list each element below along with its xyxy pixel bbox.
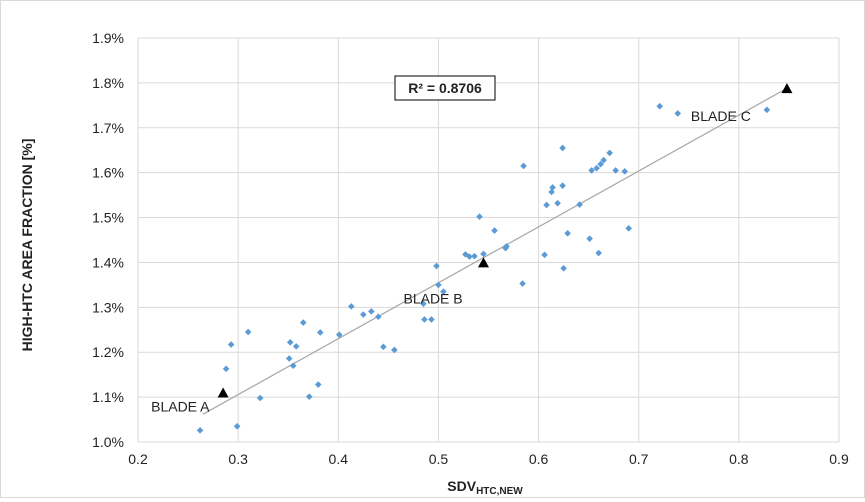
y-tick-label: 1.7% [92,120,124,136]
data-point [299,319,307,326]
x-tick-label: 0.9 [829,451,849,467]
data-point [600,156,607,164]
data-point [244,328,252,336]
x-tick-label: 0.7 [629,451,649,467]
y-tick-label: 1.5% [92,210,124,226]
data-point [196,427,204,434]
blade-marker [477,257,489,268]
data-point [433,262,440,270]
r2-annotation-box [394,75,496,101]
data-point [360,311,367,318]
data-point [286,339,294,346]
data-point [233,422,241,430]
data-point [491,227,498,234]
data-point [586,235,593,242]
blade-marker [781,83,793,94]
data-point [305,393,313,400]
data-point [428,316,435,323]
y-tick-label: 1.0% [92,434,124,450]
x-tick-label: 0.3 [228,451,248,467]
data-point [560,264,567,272]
data-point [375,313,382,321]
y-tick-label: 1.8% [92,75,124,91]
y-tick-label: 1.2% [92,344,124,360]
x-tick-label: 0.6 [529,451,549,467]
data-point [597,160,604,168]
data-point [314,381,322,388]
data-point [541,251,548,259]
y-tick-label: 1.3% [92,299,124,315]
data-points [196,102,771,434]
blade-marker [217,387,229,398]
data-point [625,225,632,232]
data-point [480,250,487,258]
data-point [292,343,300,350]
x-axis-title-main: SDV [447,478,476,494]
data-point [656,102,664,110]
x-tick-label: 0.4 [329,451,349,467]
data-point [595,249,602,257]
data-point [543,201,550,209]
data-point [227,341,235,348]
blade-label: BLADE C [691,108,751,124]
data-point [420,300,427,308]
data-point [289,362,297,369]
data-point [606,149,613,157]
data-point [222,365,230,373]
data-point [588,167,595,174]
data-point [380,343,387,351]
y-tick-label: 1.6% [92,165,124,181]
data-point [559,144,566,152]
data-point [368,308,375,315]
data-point [621,168,628,175]
data-point [549,184,556,191]
x-axis-title-subscript: HTC,NEW [476,486,523,497]
data-point [421,316,428,323]
data-point [559,182,566,189]
data-point [674,110,682,117]
data-point [316,329,324,336]
data-point [548,188,555,196]
y-axis-title: HIGH-HTC AREA FRACTION [%] [19,139,35,352]
y-tick-label: 1.1% [92,389,124,405]
x-axis-title: SDVHTC,NEW [447,478,523,497]
data-point [593,164,600,172]
y-tick-label: 1.9% [92,30,124,46]
data-point [503,242,510,250]
data-point [520,162,527,170]
blade-label: BLADE B [403,290,462,306]
data-point [466,253,473,260]
x-tick-label: 0.2 [128,451,148,467]
x-tick-label: 0.8 [729,451,749,467]
data-point [564,229,571,237]
data-point [763,106,771,114]
data-point [612,167,619,174]
data-point [554,199,561,207]
data-point [348,303,355,310]
y-tick-label: 1.4% [92,254,124,270]
tick-labels: 0.2 0.3 0.4 0.5 0.6 0.7 0.8 0.9 1.0% 1.1% 1.2% 1.3%… [92,30,849,467]
data-point [256,394,264,402]
data-point [335,331,343,339]
data-point [476,213,483,220]
trend-line [202,87,788,415]
data-point [391,346,398,354]
data-point [471,252,478,260]
r2-annotation: R² = 0.8706 [408,80,482,96]
data-point [435,281,442,289]
data-point [576,201,583,208]
x-tick-label: 0.5 [429,451,449,467]
data-point [440,288,447,295]
blade-label: BLADE A [151,399,210,415]
data-point [285,355,293,362]
data-point [519,280,526,287]
blade-markers: BLADE A BLADE B BLADE C [151,83,793,415]
